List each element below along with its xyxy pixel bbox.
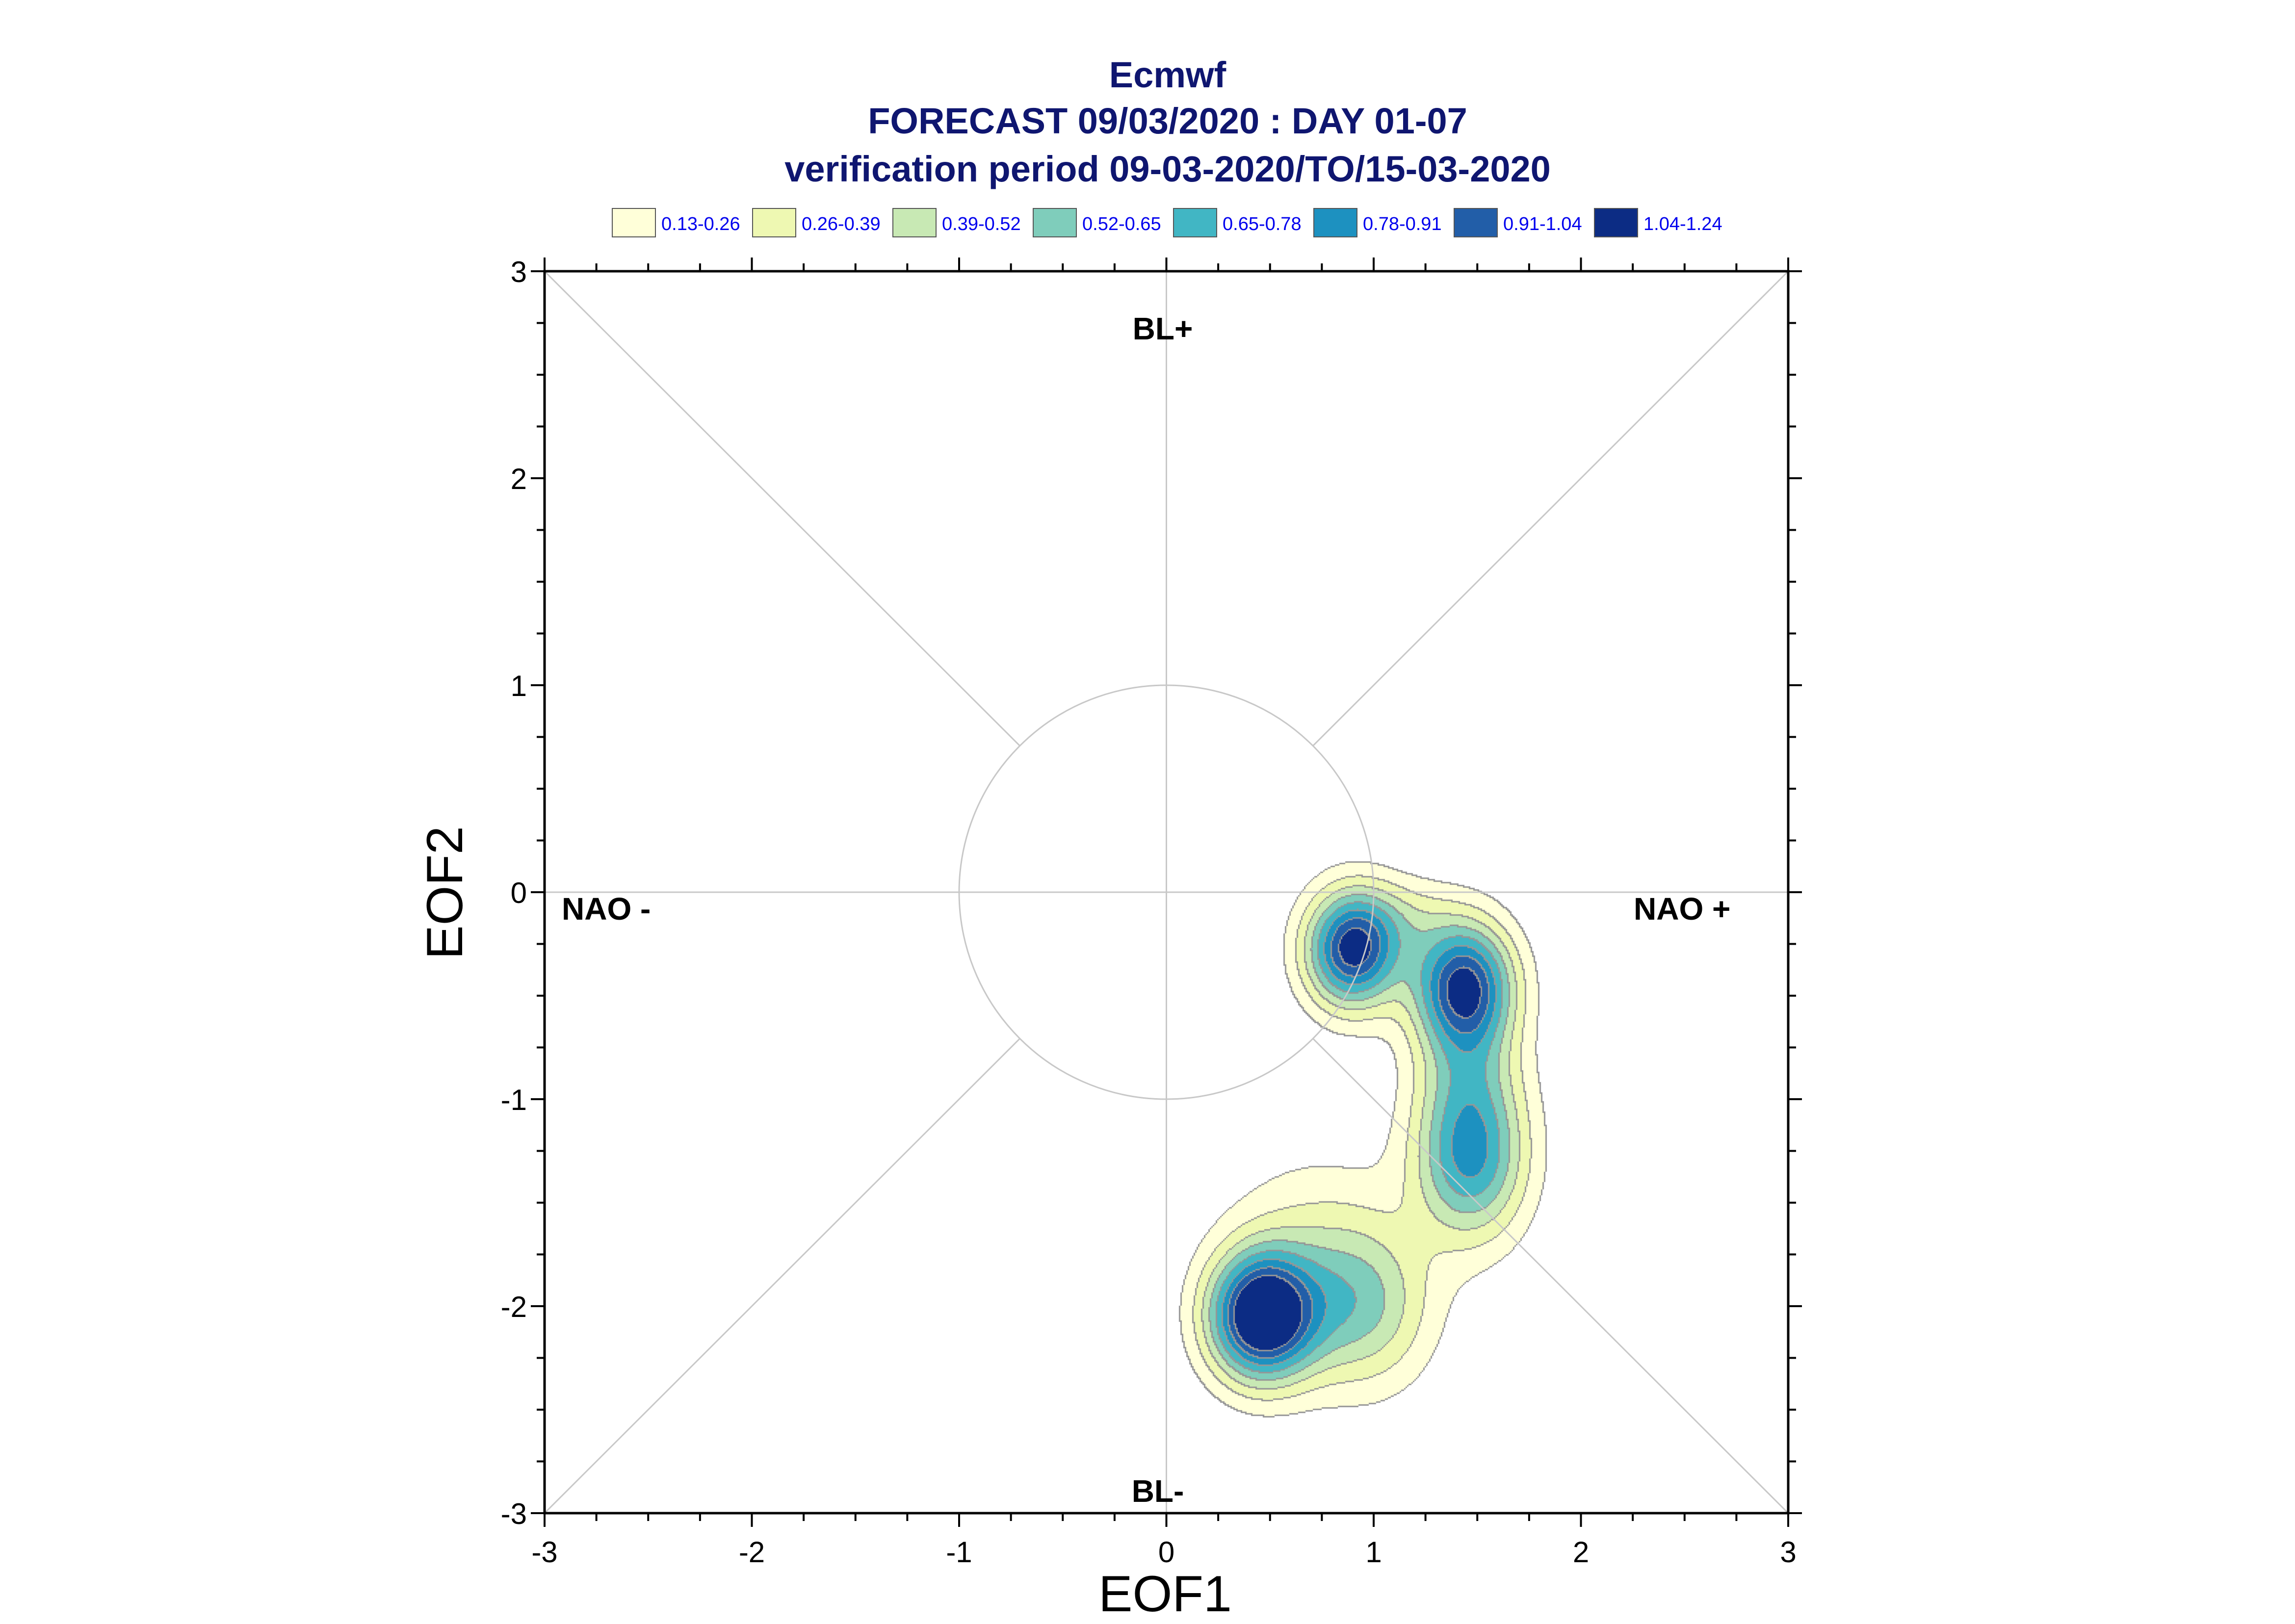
y-tick-label: -1	[501, 1083, 527, 1116]
legend-swatch	[612, 208, 656, 237]
y-tick-label: 3	[511, 256, 527, 288]
legend-label: 1.04-1.24	[1643, 214, 1722, 234]
x-axis-title: EOF1	[1098, 1566, 1232, 1623]
axis-ticks	[531, 258, 1802, 1527]
x-tick-label: -1	[946, 1536, 972, 1569]
y-tick-label: -3	[501, 1497, 527, 1530]
x-tick-label: 0	[1158, 1536, 1174, 1569]
legend-label: 0.91-1.04	[1503, 214, 1582, 234]
legend-swatch	[1173, 208, 1217, 237]
tick-labels: -3 -2 -1 0 1 2 3 -3 -2 -1 0 1 2 3	[501, 256, 1797, 1569]
legend-swatch	[1033, 208, 1077, 237]
y-tick-label: -2	[501, 1290, 527, 1323]
legend-label: 0.39-0.52	[942, 214, 1021, 234]
legend-label: 0.13-0.26	[661, 214, 740, 234]
x-tick-label: 1	[1365, 1536, 1382, 1569]
diagonal-line	[544, 1038, 1020, 1514]
regime-label-bl-plus: BL+	[1133, 311, 1193, 346]
chart-title-line1: Ecmwf	[1109, 54, 1226, 95]
legend-swatch	[1313, 208, 1357, 237]
legend-swatch	[1454, 208, 1498, 237]
reference-circle	[958, 684, 1375, 1100]
legend-label: 0.52-0.65	[1082, 214, 1161, 234]
diagonal-line	[1312, 1038, 1789, 1514]
plot-area: -3 -2 -1 0 1 2 3 -3 -2 -1 0 1 2 3	[501, 256, 1802, 1569]
legend-label: 0.26-0.39	[802, 214, 881, 234]
x-tick-label: 3	[1780, 1536, 1796, 1569]
legend-swatch	[752, 208, 796, 237]
regime-label-nao-plus: NAO +	[1634, 891, 1730, 927]
y-tick-label: 0	[511, 876, 527, 909]
y-axis-title: EOF2	[417, 826, 473, 959]
regime-label-nao-minus: NAO -	[562, 891, 651, 927]
legend-swatch	[1594, 208, 1638, 237]
legend: 0.13-0.26 0.26-0.39 0.39-0.52 0.52-0.65 0.65…	[612, 208, 1722, 237]
diagonal-line	[1312, 270, 1789, 747]
regime-label-bl-minus: BL-	[1132, 1473, 1184, 1509]
chart-title-line2: FORECAST 09/03/2020 : DAY 01-07	[868, 101, 1467, 141]
legend-swatch	[892, 208, 937, 237]
x-tick-label: -3	[531, 1536, 557, 1569]
legend-label: 0.65-0.78	[1223, 214, 1302, 234]
y-tick-label: 1	[511, 670, 527, 702]
diagonal-line	[544, 270, 1020, 747]
x-tick-label: 2	[1573, 1536, 1589, 1569]
y-tick-label: 2	[511, 463, 527, 495]
chart-title-line3: verification period 09-03-2020/TO/15-03-…	[784, 149, 1551, 189]
guide-lines	[544, 270, 1789, 1514]
legend-label: 0.78-0.91	[1363, 214, 1442, 234]
x-tick-label: -2	[739, 1536, 765, 1569]
